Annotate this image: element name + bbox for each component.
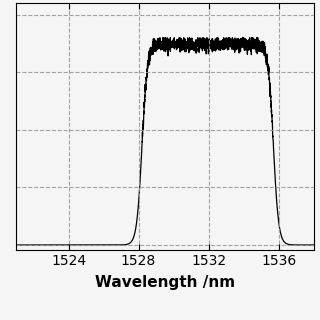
- X-axis label: Wavelength /nm: Wavelength /nm: [95, 276, 235, 291]
